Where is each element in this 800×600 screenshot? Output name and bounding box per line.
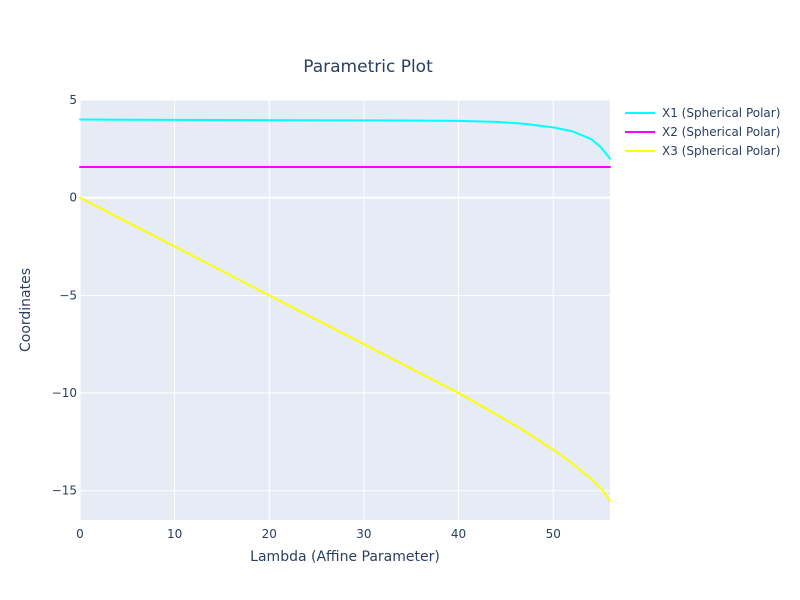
y-tick-label: −10 [52, 386, 77, 400]
x-tick-label: 20 [262, 527, 277, 541]
legend-label: X2 (Spherical Polar) [662, 125, 780, 139]
x-axis-ticks: 0 10 20 30 40 50 [76, 527, 561, 541]
legend-item[interactable]: X1 (Spherical Polar) [625, 106, 780, 120]
x-axis-title: Lambda (Affine Parameter) [250, 549, 440, 565]
x-tick-label: 0 [76, 527, 84, 541]
chart-title: Parametric Plot [303, 57, 433, 77]
y-axis-ticks: 5 0 −5 −10 −15 [52, 93, 77, 498]
y-tick-label: −15 [52, 484, 77, 498]
plot-area [80, 100, 610, 520]
y-tick-label: −5 [59, 288, 77, 302]
y-axis-title: Coordinates [18, 268, 34, 352]
y-tick-label: 5 [69, 93, 77, 107]
grid-lines [79, 99, 610, 520]
legend[interactable]: X1 (Spherical Polar) X2 (Spherical Polar)… [625, 106, 780, 158]
series-line-3 [79, 196, 611, 502]
legend-label: X1 (Spherical Polar) [662, 106, 780, 120]
x-tick-label: 30 [356, 527, 371, 541]
x-tick-label: 50 [546, 527, 561, 541]
y-tick-label: 0 [69, 191, 77, 205]
x-tick-label: 40 [451, 527, 466, 541]
legend-item[interactable]: X3 (Spherical Polar) [625, 144, 780, 158]
series-line-1 [79, 118, 611, 160]
legend-label: X3 (Spherical Polar) [662, 144, 780, 158]
series-lines [79, 118, 611, 502]
x-tick-label: 10 [167, 527, 182, 541]
legend-item[interactable]: X2 (Spherical Polar) [625, 125, 780, 139]
